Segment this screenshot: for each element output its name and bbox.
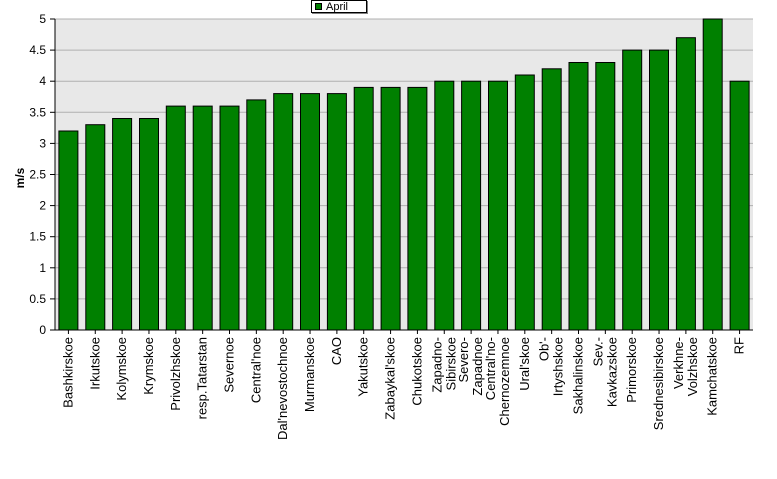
x-tick-label: Severo-Zapadnoe	[456, 337, 485, 396]
x-tick-label: Yakutskoe	[356, 337, 371, 397]
y-tick-label: 1.5	[29, 230, 46, 244]
y-tick-label: 2	[39, 199, 46, 213]
bar-sakhalinskoe	[568, 62, 589, 331]
x-tick-label: Kolymskoe	[114, 337, 129, 401]
bar-privolzhskoe	[165, 105, 186, 331]
x-tick-label: Bashkirskoe	[60, 337, 75, 408]
x-tick-label: Ob'-Irtyshskoe	[537, 337, 566, 396]
legend: April	[311, 0, 367, 13]
x-tick-label-line: Sev.-	[590, 337, 605, 366]
bar-dal-nevostochnoe	[273, 93, 294, 331]
x-tick-label: Zabaykal'skoe	[383, 337, 398, 420]
x-tick-label-line: Irtyshskoe	[551, 337, 566, 396]
x-tick-label: Sakhalinskoe	[571, 337, 586, 414]
bar-srednesibirskoe	[649, 49, 669, 331]
x-tick-label-line: Volzhskoe	[685, 337, 700, 396]
bar-central-noe	[246, 99, 267, 331]
bar-murmanskoe	[300, 93, 320, 331]
legend-swatch-april	[315, 3, 322, 10]
x-tick-label: Severnoe	[222, 337, 237, 393]
x-tick-label: Central'no-Chernozemnoe	[483, 337, 512, 426]
x-tick-label: Chukotskoe	[409, 337, 424, 406]
y-tick-label: 3.5	[29, 105, 46, 119]
bar-zabaykal-skoe	[380, 86, 401, 331]
bar-cao	[326, 93, 347, 331]
y-axis-label: m/s	[13, 167, 27, 189]
y-tick-label: 4	[39, 74, 46, 88]
bar-ural-skoe	[514, 74, 535, 331]
bar-zapadno-sibirskoe	[434, 80, 455, 331]
x-tick-label-line: Kavkazskoe	[604, 337, 619, 407]
bar-kamchatskoe	[702, 18, 723, 331]
x-tick-label: Irkutskoe	[87, 337, 102, 390]
x-tick-label-line: Chernozemnoe	[497, 337, 512, 426]
y-tick-label: 5	[39, 12, 46, 26]
x-tick-label: Privolzhskoe	[168, 337, 183, 411]
bar-ob-irtyshskoe	[541, 68, 562, 331]
y-tick-label: 3	[39, 136, 46, 150]
y-tick-label: 2.5	[29, 168, 46, 182]
y-tick-label: 1	[39, 261, 46, 275]
x-tick-label-line: Central'no-	[483, 337, 498, 400]
bar-verkhne-volzhskoe	[675, 37, 696, 331]
x-tick-label-line: Zapadno-	[429, 337, 444, 393]
bar-kolymskoe	[112, 118, 133, 331]
x-tick-label: Kamchatskoe	[705, 337, 720, 416]
legend-label-april: April	[326, 0, 349, 13]
x-tick-label: Sev.-Kavkazskoe	[590, 337, 619, 407]
bar-bashkirskoe	[58, 130, 79, 331]
x-tick-label-line: Sibirskoe	[443, 337, 458, 390]
x-tick-label: CAO	[329, 337, 344, 365]
bar-rf	[729, 80, 750, 331]
x-tick-label-line: Ob'-	[537, 337, 552, 361]
y-tick-label: 0.5	[29, 292, 46, 306]
x-tick-label: resp.Tatarstan	[195, 337, 210, 419]
x-tick-label: Ural'skoe	[517, 337, 532, 391]
bar-central-no-chernozemnoe	[488, 80, 508, 331]
bar-irkutskoe	[85, 124, 106, 331]
x-tick-label-line: Severo-	[456, 337, 471, 383]
bar-severnoe	[219, 105, 240, 331]
x-tick-label-line: Zapadnoe	[470, 337, 485, 396]
x-tick-label: Verkhne-Volzhskoe	[671, 337, 700, 396]
x-tick-label-line: Verkhne-	[671, 337, 686, 389]
x-tick-label: Krymskoe	[141, 337, 156, 395]
x-tick-label: RF	[732, 337, 747, 354]
x-tick-label: Central'noe	[248, 337, 263, 403]
bar-yakutskoe	[353, 86, 374, 331]
bar-severo-zapadnoe	[461, 80, 482, 331]
y-tick-label: 0	[39, 323, 46, 337]
bar-sev-kavkazskoe	[595, 62, 616, 331]
x-tick-label: Primorskoe	[624, 337, 639, 403]
x-tick-label: Srednesibirskoe	[651, 337, 666, 430]
y-tick-label: 4.5	[29, 43, 46, 57]
bar-chukotskoe	[407, 86, 428, 331]
x-tick-label: Zapadno-Sibirskoe	[429, 337, 458, 393]
x-tick-label: Dal'nevostochnoe	[275, 337, 290, 440]
bar-krymskoe	[139, 118, 159, 331]
x-tick-label: Murmanskoe	[302, 337, 317, 412]
bar-resp-tatarstan	[192, 105, 213, 331]
bar-primorskoe	[622, 49, 643, 331]
